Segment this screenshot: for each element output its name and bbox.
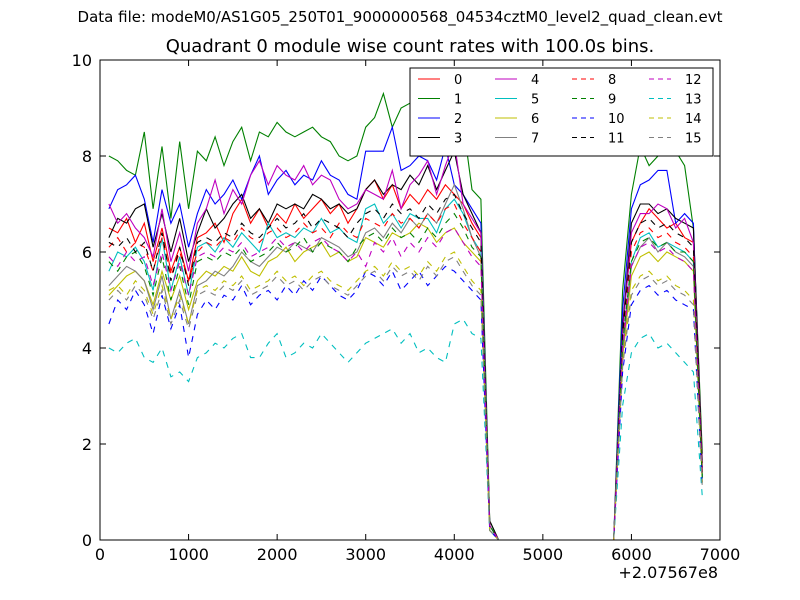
x-tick-label: 0 — [95, 545, 105, 564]
y-tick-label: 8 — [82, 147, 92, 166]
series-line-13 — [108, 318, 703, 541]
series-line-2 — [108, 125, 703, 541]
series-line-15 — [108, 256, 703, 541]
x-offset-label: +2.07567e8 — [618, 563, 718, 582]
legend-label-15: 15 — [685, 132, 702, 147]
series-line-3 — [108, 149, 703, 541]
x-tick-label: 3000 — [345, 545, 386, 564]
x-tick-label: 1000 — [168, 545, 209, 564]
x-tick-label: 2000 — [257, 545, 298, 564]
legend-label-7: 7 — [531, 132, 539, 147]
y-tick-label: 0 — [82, 531, 92, 550]
plot-frame — [99, 59, 721, 541]
x-tick-label: 4000 — [434, 545, 475, 564]
legend-label-6: 6 — [531, 112, 539, 127]
x-tick-label: 6000 — [611, 545, 652, 564]
legend-label-1: 1 — [454, 93, 462, 108]
series-line-7 — [108, 183, 703, 541]
series-line-8 — [108, 203, 703, 541]
series-line-9 — [108, 212, 703, 541]
legend-label-4: 4 — [531, 73, 539, 88]
y-tick-label: 4 — [82, 339, 92, 358]
chart-title: Quadrant 0 module wise count rates with … — [165, 36, 655, 57]
legend-label-14: 14 — [685, 112, 702, 127]
figure-suptitle: Data file: modeM0/AS1G05_250T01_90000005… — [77, 8, 723, 26]
legend-box — [409, 67, 714, 157]
legend-label-2: 2 — [454, 112, 462, 127]
series-line-0 — [108, 179, 703, 541]
legend-label-5: 5 — [531, 93, 539, 108]
legend-label-11: 11 — [608, 132, 625, 147]
series-line-11 — [108, 193, 703, 541]
legend-label-9: 9 — [608, 93, 616, 108]
series-line-14 — [108, 251, 703, 541]
series-line-10 — [108, 265, 703, 541]
x-tick-label: 7000 — [700, 545, 741, 564]
series-line-6 — [108, 222, 703, 541]
legend-label-10: 10 — [608, 112, 625, 127]
x-tick-label: 5000 — [522, 545, 563, 564]
legend-label-13: 13 — [685, 93, 702, 108]
legend-label-0: 0 — [454, 73, 462, 88]
y-tick-label: 10 — [72, 51, 92, 70]
legend-label-12: 12 — [685, 73, 702, 88]
legend-label-3: 3 — [454, 132, 462, 147]
y-tick-label: 6 — [82, 243, 92, 262]
legend-label-8: 8 — [608, 73, 616, 88]
series-line-12 — [108, 227, 703, 541]
y-tick-label: 2 — [82, 435, 92, 454]
